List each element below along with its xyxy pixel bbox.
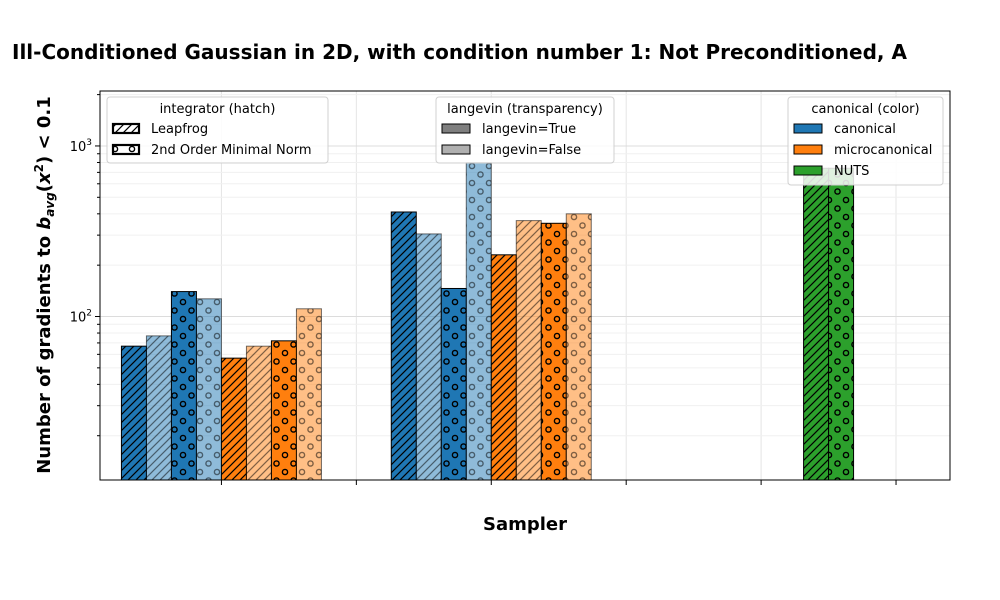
bar	[270, 340, 297, 480]
legend-title: integrator (hatch)	[160, 102, 276, 117]
legend-entry-label: 2nd Order Minimal Norm	[151, 143, 311, 158]
bar	[195, 298, 222, 480]
plot-frame	[99, 90, 951, 481]
legend-swatch	[793, 144, 823, 155]
x-axis-label: Sampler	[482, 514, 567, 535]
legend-3: canonical (color) canonical microcanonical…	[787, 96, 944, 186]
bar	[803, 167, 830, 480]
legend-swatch	[793, 123, 823, 134]
legend-swatch	[111, 143, 141, 156]
legend-entry-label: NUTS	[834, 164, 869, 179]
bars	[120, 161, 855, 480]
legend-swatch	[441, 123, 471, 134]
y-tick-label: 103	[70, 138, 92, 155]
legend-swatch	[793, 165, 823, 176]
bar	[828, 167, 855, 480]
legend-swatch	[441, 144, 471, 155]
legend-title: canonical (color)	[811, 102, 919, 117]
legends: integrator (hatch) Leapfrog 2nd Order Mini…	[106, 96, 944, 186]
legend-entry-label: microcanonical	[834, 143, 932, 158]
bar	[245, 345, 272, 480]
legend-1: integrator (hatch) Leapfrog 2nd Order Mini…	[106, 96, 329, 164]
bar	[440, 287, 467, 480]
bar	[390, 211, 417, 480]
bar	[145, 335, 172, 480]
bar	[540, 222, 567, 480]
legend-2: langevin (transparency) langevin=True lang…	[435, 96, 615, 164]
bar	[170, 291, 197, 480]
y-tick-label: 102	[70, 309, 92, 326]
legend-entry-label: langevin=False	[482, 143, 581, 158]
legend-entry-label: canonical	[834, 122, 896, 137]
legend-entry-label: langevin=True	[482, 122, 576, 137]
legend-title: langevin (transparency)	[447, 102, 603, 117]
chart-title: Ill-Conditioned Gaussian in 2D, with con…	[12, 40, 907, 64]
legend-entry-label: Leapfrog	[151, 122, 208, 137]
bar	[295, 308, 322, 480]
bar	[490, 254, 517, 480]
y-axis-label: Number of gradients to bavg(x2) < 0.1	[32, 96, 57, 474]
bar	[465, 161, 492, 480]
legend-swatch	[111, 122, 141, 135]
bar	[120, 345, 147, 480]
bar	[515, 220, 542, 480]
bar	[220, 357, 247, 480]
bar	[415, 233, 442, 480]
bar	[565, 213, 592, 480]
